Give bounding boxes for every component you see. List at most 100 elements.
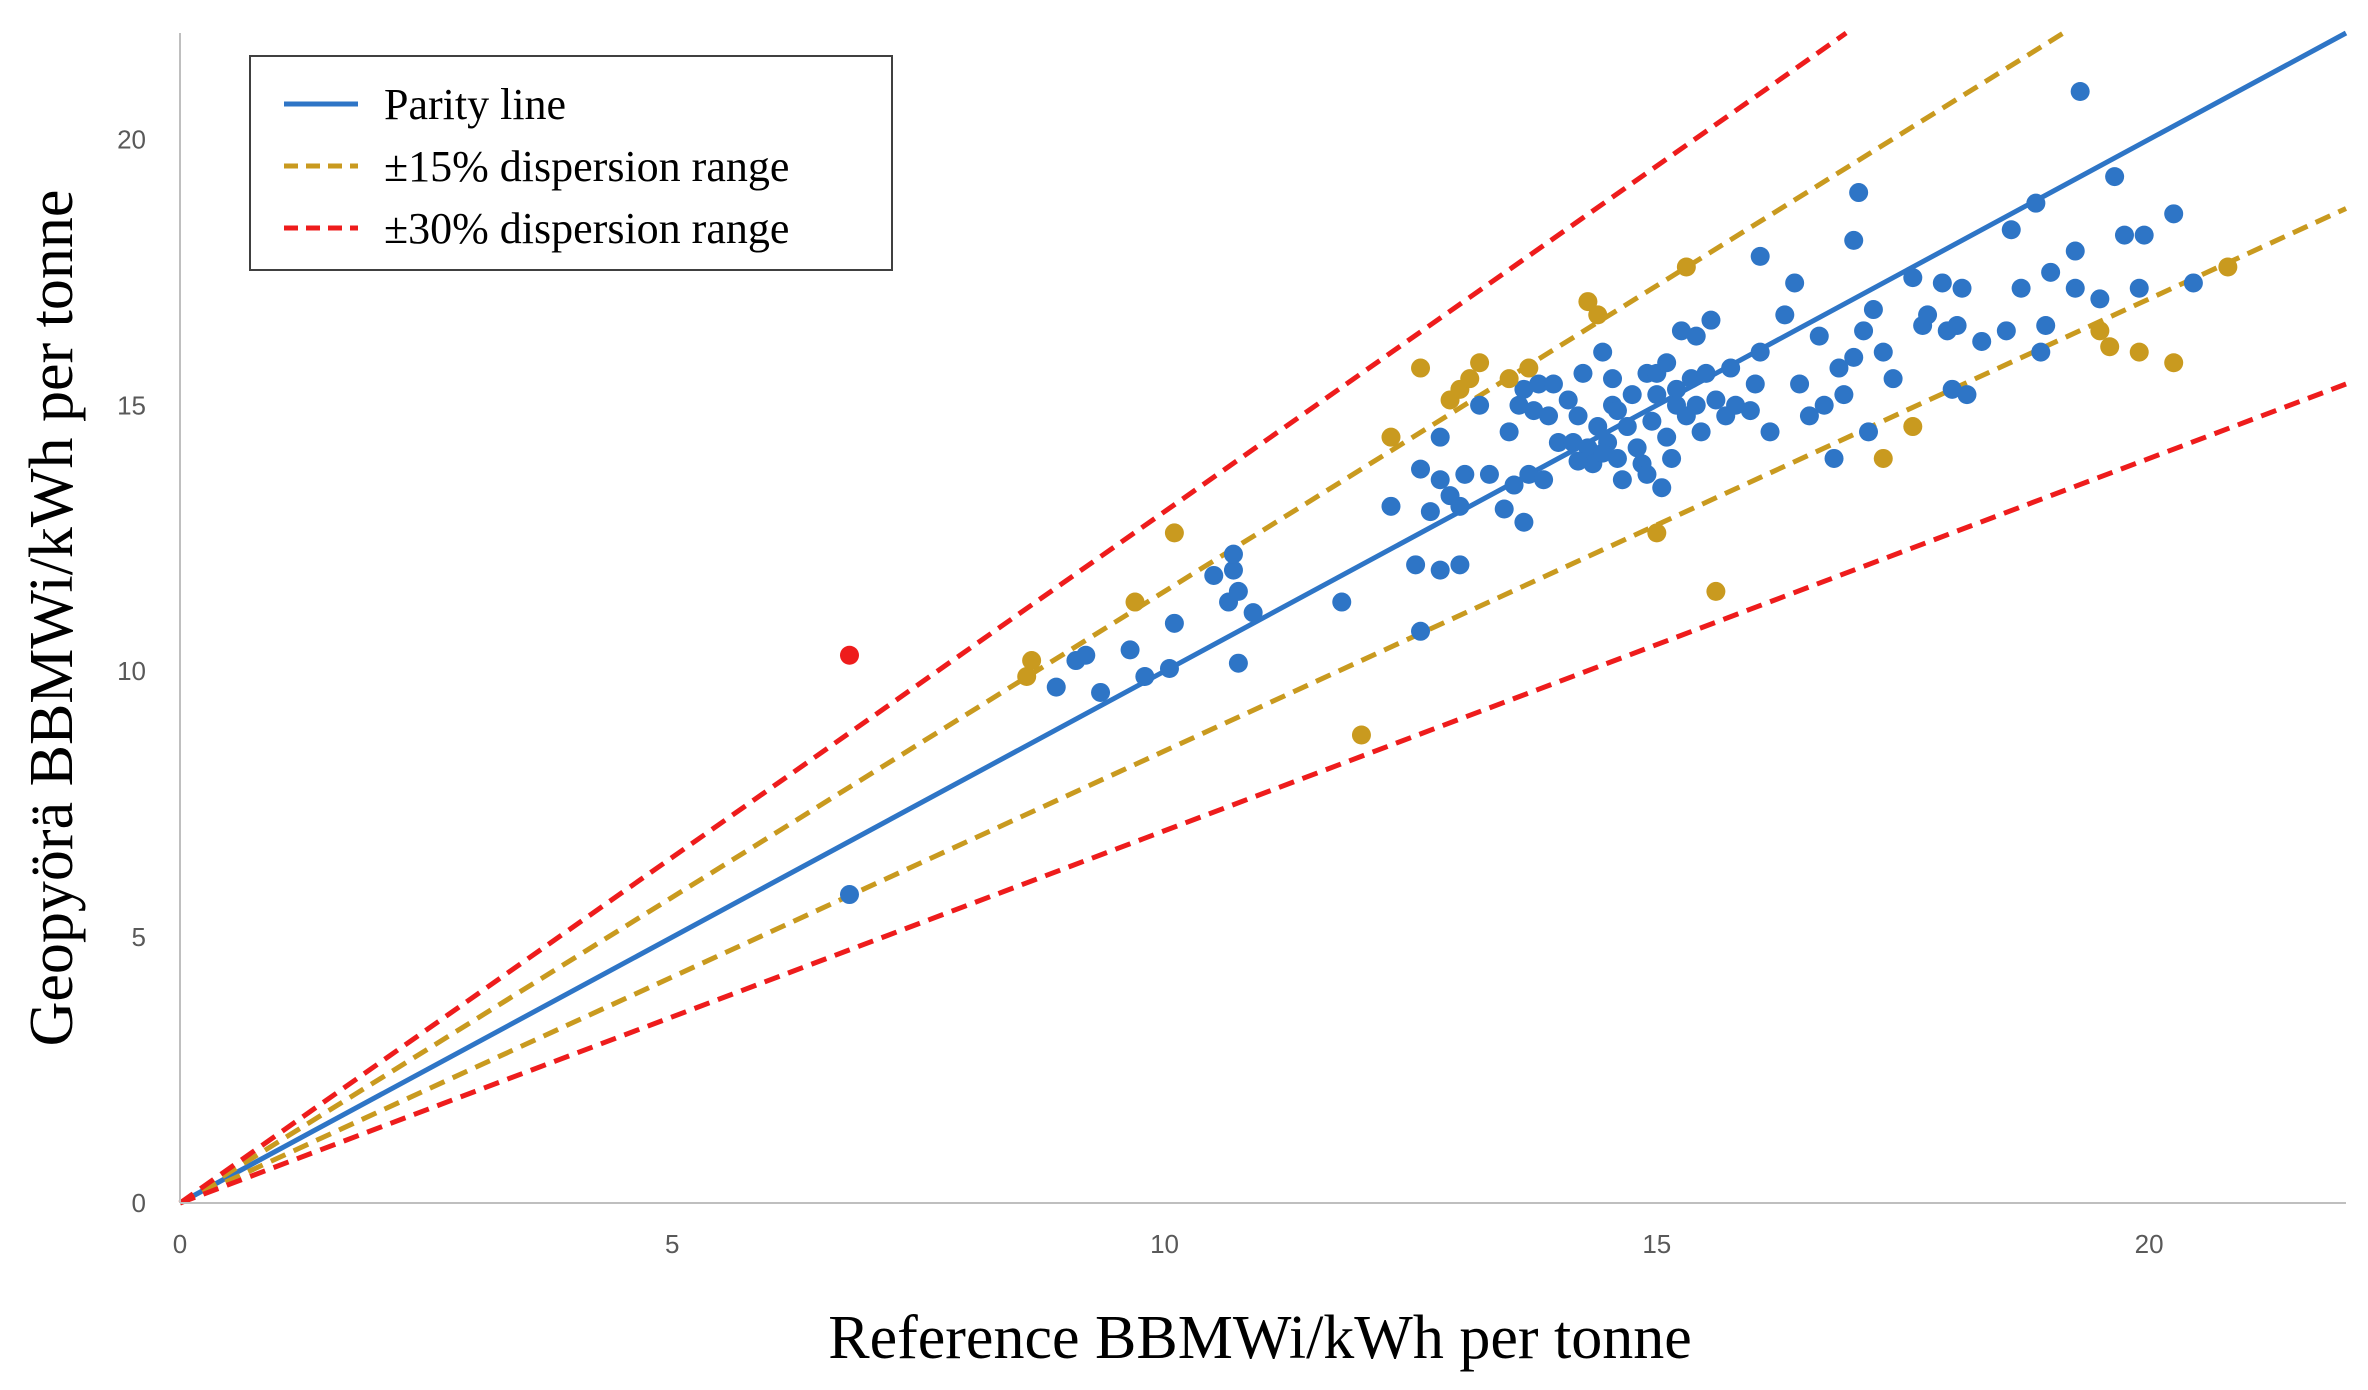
data-point [1834, 385, 1854, 405]
data-point [1942, 379, 1962, 399]
data-point [1479, 464, 1499, 484]
reference-line-0-0 [178, 30, 2348, 1206]
data-point [1568, 451, 1588, 471]
data-point [1228, 653, 1248, 673]
data-point [2065, 241, 2085, 261]
x-tick-label: 5 [665, 1229, 679, 1259]
data-point [1647, 523, 1667, 543]
data-point [1091, 682, 1111, 702]
data-point [1406, 555, 1426, 575]
x-tick-label: 0 [173, 1229, 187, 1259]
data-point [1381, 427, 1401, 447]
data-point [2001, 220, 2021, 240]
data-point [1829, 358, 1849, 378]
x-tick-label: 10 [1150, 1229, 1179, 1259]
data-point [1381, 496, 1401, 516]
data-point [1883, 369, 1903, 389]
data-point [1657, 427, 1677, 447]
data-point [2134, 225, 2154, 245]
data-point [1671, 321, 1691, 341]
data-point [1430, 560, 1450, 580]
data-point [1627, 438, 1647, 458]
data-point [1745, 374, 1765, 394]
data-point [2114, 225, 2134, 245]
data-point [1450, 555, 1470, 575]
data-point [1858, 422, 1878, 442]
data-point [2105, 167, 2125, 187]
data-point [1657, 353, 1677, 373]
data-point [1775, 305, 1795, 325]
data-point [1844, 347, 1864, 367]
data-point [1667, 379, 1687, 399]
data-point [1519, 464, 1539, 484]
data-point [1873, 342, 1893, 362]
data-point [1790, 374, 1810, 394]
x-axis-title: Reference BBMWi/kWh per tonne [828, 1304, 1692, 1372]
data-point [2183, 273, 2203, 293]
data-point [1799, 406, 1819, 426]
data-point [2164, 353, 2184, 373]
data-point [1593, 443, 1613, 463]
data-point [1588, 305, 1608, 325]
data-point [1573, 363, 1593, 383]
data-point [1947, 316, 1967, 335]
legend-label-parity-line: Parity line [384, 80, 566, 129]
reference-line-1-1 [178, 206, 2348, 1206]
data-point [1686, 326, 1706, 346]
data-point [1578, 438, 1598, 458]
data-point [1470, 353, 1490, 373]
data-point [1494, 499, 1514, 519]
data-point [1873, 448, 1893, 468]
data-point [1726, 395, 1746, 415]
data-point [1499, 422, 1519, 442]
data-point [1411, 358, 1431, 378]
data-point [1760, 422, 1780, 442]
data-point [1135, 667, 1155, 686]
data-point [1504, 475, 1524, 495]
data-point [2129, 278, 2149, 298]
data-point [1332, 592, 1352, 612]
data-point [1022, 651, 1042, 671]
data-point [1548, 433, 1568, 452]
legend-label-15-percent-range: ±15% dispersion range [384, 142, 789, 191]
data-point [1420, 502, 1440, 522]
data-point [1578, 292, 1598, 312]
data-point [1607, 401, 1627, 421]
data-point [1844, 230, 1864, 250]
data-point [2100, 337, 2120, 357]
data-point [2031, 342, 2051, 362]
data-point [1957, 385, 1977, 405]
data-point [1411, 621, 1431, 641]
data-point [1642, 411, 1662, 431]
data-point [1563, 433, 1583, 452]
data-point [1952, 278, 1972, 298]
x-tick-label: 20 [2135, 1229, 2164, 1259]
y-tick-label: 5 [132, 922, 146, 952]
data-point [2026, 193, 2046, 213]
x-tick-label: 15 [1642, 1229, 1671, 1259]
data-point [2011, 278, 2031, 298]
legend: Parity line ±15% dispersion range ±30% d… [249, 55, 893, 271]
data-point [1411, 459, 1431, 479]
data-point [1814, 395, 1834, 415]
data-point [839, 645, 859, 665]
data-point [1430, 470, 1450, 490]
data-point [1849, 183, 1869, 203]
data-point [1809, 326, 1829, 346]
data-point [1470, 395, 1490, 415]
data-point [1046, 677, 1066, 697]
data-point [1612, 470, 1632, 490]
data-point [1539, 406, 1559, 426]
data-point [1534, 470, 1554, 490]
y-axis-title: Geopyörä BBMWi/kWh per tonne [18, 190, 86, 1047]
y-tick-label: 15 [117, 390, 146, 420]
data-point [1460, 369, 1480, 389]
data-point [1558, 390, 1578, 410]
data-point [1996, 321, 2016, 341]
data-point [839, 885, 859, 905]
data-point [1524, 401, 1544, 421]
data-point [1667, 395, 1687, 415]
data-point [1691, 422, 1711, 442]
reference-line-1-0 [178, 30, 2065, 1206]
